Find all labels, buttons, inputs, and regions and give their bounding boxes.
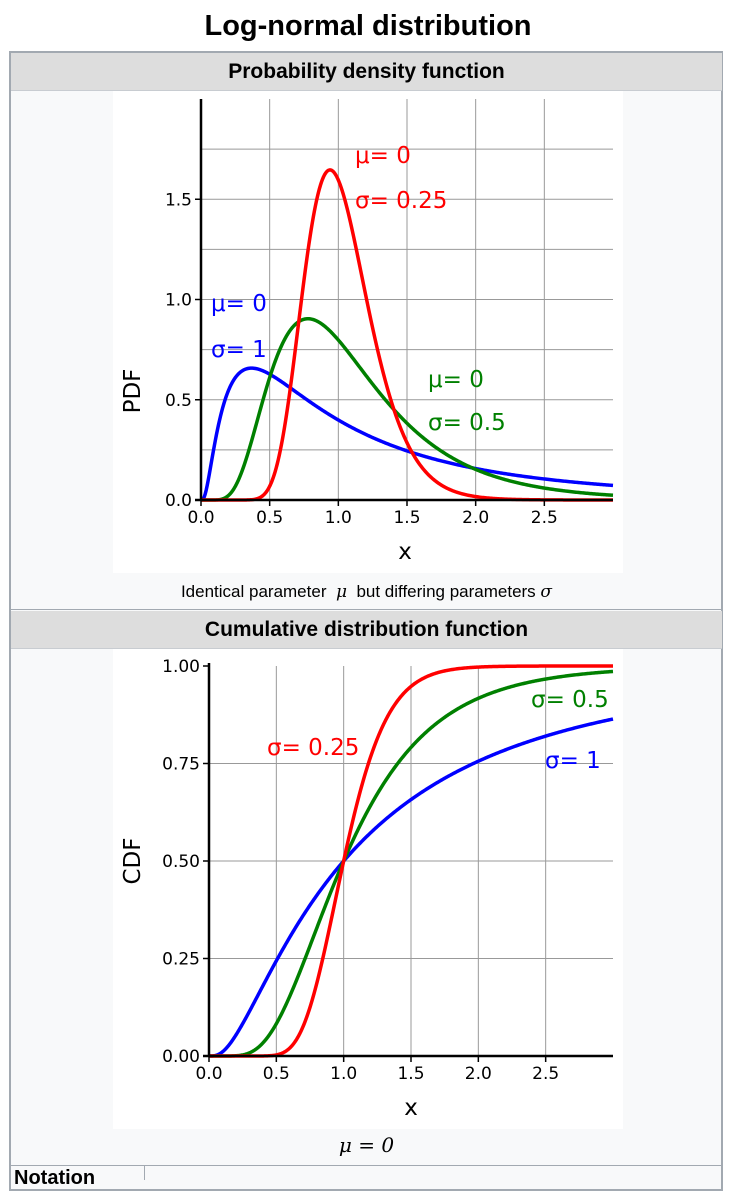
pdf-y-axis-label: PDF: [120, 369, 146, 414]
pdf-caption-sigma: σ: [540, 582, 553, 602]
pdf-chart: 0.0 0.5 1.0 1.5 2.0 2.5 0.0 0.5 1.0 1.5 x PDF μ= …: [120, 99, 614, 565]
pdf-caption: Identical parameter μ but differing para…: [11, 582, 722, 602]
cdf-ticks: 0.0 0.5 1.0 1.5 2.0 2.5 0.00 0.25 0.50 0.75 1.00: [162, 657, 559, 1084]
cdf-y-tick-label: 0.00: [162, 1047, 200, 1067]
pdf-caption-middle: but differing parameters: [356, 582, 536, 601]
pdf-x-tick-label: 0.5: [256, 508, 283, 528]
pdf-x-tick-label: 2.5: [531, 508, 558, 528]
pdf-y-tick-label: 1.0: [165, 291, 192, 311]
pdf-section-header: Probability density function: [11, 53, 722, 91]
cdf-y-tick-label: 0.25: [162, 950, 200, 970]
notation-row-label: Notation: [14, 1167, 96, 1189]
pdf-y-tick-label: 0.5: [165, 391, 192, 411]
cdf-x-axis-label: x: [404, 1095, 418, 1121]
cdf-x-tick-label: 0.0: [195, 1064, 222, 1084]
pdf-series-line-sigma-0_5: [200, 316, 614, 502]
cdf-x-tick-label: 1.5: [397, 1064, 424, 1084]
pdf-caption-prefix: Identical parameter: [180, 582, 327, 601]
cdf-chart: 0.0 0.5 1.0 1.5 2.0 2.5 0.00 0.25 0.50 0.75 1.00 x…: [120, 657, 614, 1121]
cdf-x-tick-label: 2.0: [465, 1064, 492, 1084]
cdf-x-tick-label: 0.5: [263, 1064, 290, 1084]
cdf-x-tick-label: 1.0: [330, 1064, 357, 1084]
section-divider: [11, 609, 722, 610]
pdf-caption-mu: μ: [335, 582, 347, 602]
cdf-y-tick-label: 0.50: [162, 852, 200, 872]
pdf-y-tick-label: 1.5: [165, 190, 192, 210]
cdf-series-line-sigma-0_5: [208, 669, 614, 1058]
pdf-green-mu-label: μ= 0: [428, 367, 484, 393]
pdf-green-sigma-label: σ= 0.5: [428, 410, 506, 436]
cdf-caption: μ = 0: [338, 1133, 395, 1157]
cdf-red-sigma-label: σ= 0.25: [267, 735, 359, 761]
pdf-chart-container: 0.0 0.5 1.0 1.5 2.0 2.5 0.0 0.5 1.0 1.5 x PDF μ= …: [113, 91, 623, 573]
cdf-blue-sigma-label: σ= 1: [545, 748, 601, 774]
pdf-x-tick-label: 2.0: [462, 508, 489, 528]
cdf-y-tick-label: 1.00: [162, 657, 200, 677]
pdf-x-tick-label: 0.0: [187, 508, 214, 528]
cdf-green-sigma-label: σ= 0.5: [531, 687, 609, 713]
cdf-section-header: Cumulative distribution function: [11, 611, 722, 649]
cdf-axes: [203, 663, 613, 1058]
pdf-blue-mu-label: μ= 0: [211, 291, 267, 317]
cdf-y-tick-label: 0.75: [162, 755, 200, 775]
pdf-ticks: 0.0 0.5 1.0 1.5 2.0 2.5 0.0 0.5 1.0 1.5: [165, 190, 558, 528]
pdf-x-axis-label: x: [398, 539, 412, 565]
cdf-x-tick-label: 2.5: [532, 1064, 559, 1084]
pdf-blue-sigma-label: σ= 1: [211, 337, 267, 363]
pdf-red-sigma-label: σ= 0.25: [355, 188, 447, 214]
table-column-divider: [144, 1165, 145, 1180]
cdf-chart-container: 0.0 0.5 1.0 1.5 2.0 2.5 0.00 0.25 0.50 0.75 1.00 x…: [113, 649, 623, 1129]
pdf-x-tick-label: 1.0: [325, 508, 352, 528]
table-row-divider: [11, 1165, 722, 1166]
cdf-series-line-sigma-1: [208, 717, 614, 1058]
infobox-title: Log-normal distribution: [204, 10, 532, 42]
pdf-y-tick-label: 0.0: [165, 491, 192, 511]
pdf-x-tick-label: 1.5: [393, 508, 420, 528]
cdf-grid: [209, 666, 613, 1056]
pdf-red-mu-label: μ= 0: [355, 143, 411, 169]
cdf-y-axis-label: CDF: [120, 838, 146, 885]
